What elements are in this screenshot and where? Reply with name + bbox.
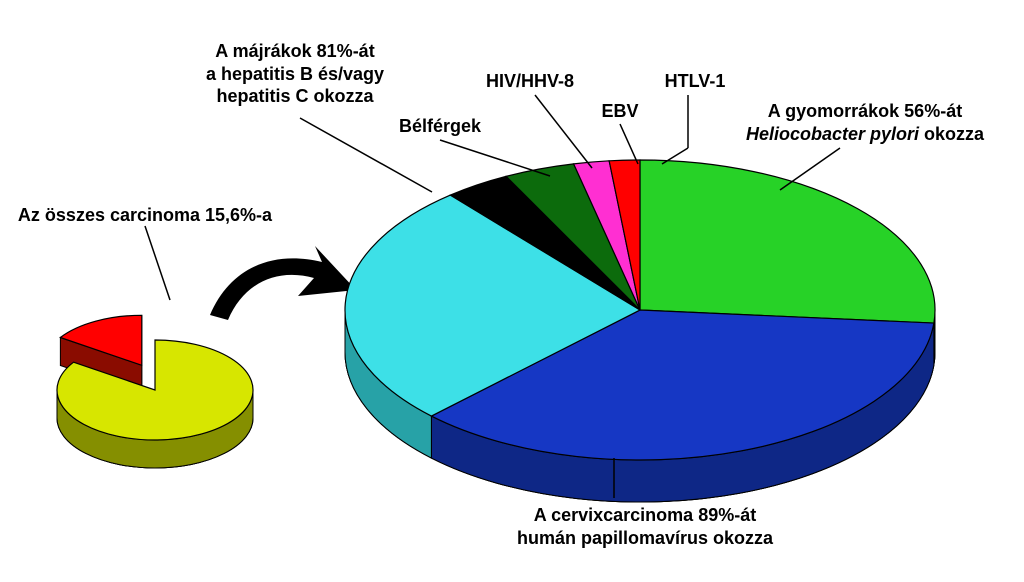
leader-belfergek bbox=[440, 140, 550, 176]
label-small-slice: Az összes carcinoma 15,6%-a bbox=[10, 204, 280, 227]
leader-ebv bbox=[620, 124, 638, 164]
label-heliobacter: A gyomorrákok 56%-átHeliocobacter pylori… bbox=[715, 100, 1015, 145]
leader-small bbox=[145, 226, 170, 300]
label-hpv: A cervixcarcinoma 89%-át humán papilloma… bbox=[460, 504, 830, 549]
label-ebv: EBV bbox=[590, 100, 650, 123]
leader-heliobacter bbox=[780, 148, 840, 190]
label-belfergek: Bélférgek bbox=[380, 115, 500, 138]
label-hivhhv8: HIV/HHV-8 bbox=[460, 70, 600, 93]
chart-stage: Az összes carcinoma 15,6%-a A májrákok 8… bbox=[0, 0, 1024, 582]
label-hepatitis: A májrákok 81%-át a hepatitis B és/vagy … bbox=[165, 40, 425, 108]
label-htlv1: HTLV-1 bbox=[650, 70, 740, 93]
leader-hivhhv8 bbox=[535, 95, 592, 168]
leader-htlv1-d bbox=[662, 148, 688, 164]
